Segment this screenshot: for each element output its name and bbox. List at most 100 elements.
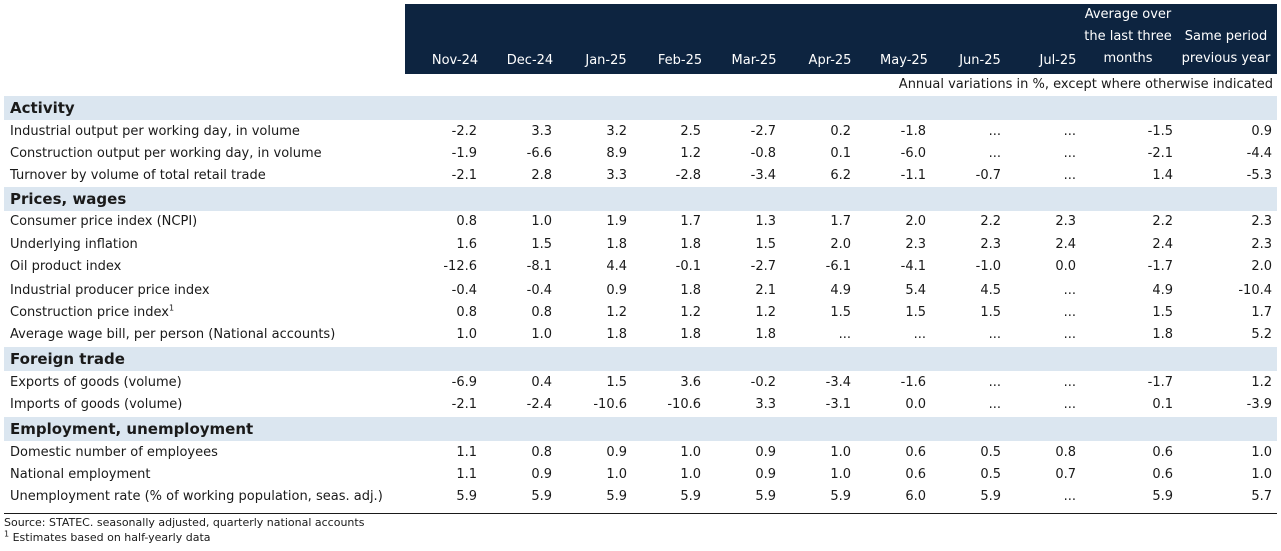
- table-cell: 1.5: [830, 305, 851, 320]
- table-cell: 2.3: [905, 237, 926, 252]
- table-cell: 1.1: [456, 467, 477, 482]
- table-cell: 1.5: [531, 237, 552, 252]
- table-cell: 5.9: [456, 489, 477, 504]
- row-label: Imports of goods (volume): [10, 397, 183, 412]
- table-row: Underlying inflation 1.6 1.5 1.8 1.8 1.5 2.0 2.…: [4, 234, 1277, 256]
- table-cell: 0.6: [905, 467, 926, 482]
- table-cell: -2.1: [451, 168, 477, 183]
- table-cell: -6.6: [526, 146, 552, 161]
- table-cell: 6.0: [905, 489, 926, 504]
- table-cell: 1.5: [905, 305, 926, 320]
- table-cell: 1.0: [830, 445, 851, 460]
- table-cell: ...: [988, 327, 1001, 342]
- table-cell: 1.1: [456, 445, 477, 460]
- table-cell: 2.2: [980, 214, 1001, 229]
- column-header: Mar-25: [731, 53, 777, 68]
- table-cell: ...: [1063, 397, 1076, 412]
- table-cell: 1.8: [1152, 327, 1173, 342]
- table-cell: 0.9: [606, 445, 627, 460]
- table-cell: ...: [1063, 305, 1076, 320]
- column-header: Apr-25: [808, 53, 852, 68]
- table-cell: -2.4: [526, 397, 552, 412]
- table-cell: 1.7: [680, 214, 701, 229]
- table-cell: 1.2: [680, 305, 701, 320]
- footnote: 1 Estimates based on half-yearly data: [4, 529, 211, 544]
- section-title: Prices, wages: [10, 190, 127, 208]
- table-cell: -1.7: [1147, 259, 1173, 274]
- table-cell: 2.1: [755, 283, 776, 298]
- table-cell: 0.5: [980, 467, 1001, 482]
- table-cell: 0.4: [531, 375, 552, 390]
- table-row: Unemployment rate (% of working populati…: [4, 486, 1277, 508]
- table-row: National employment 1.1 0.9 1.0 1.0 0.9 1.0 0.6…: [4, 464, 1277, 486]
- table-cell: 0.8: [1055, 445, 1076, 460]
- table-row: Consumer price index (NCPI) 0.8 1.0 1.9 1.7 1…: [4, 211, 1277, 233]
- table-cell: 1.9: [606, 214, 627, 229]
- table-cell: 0.9: [755, 445, 776, 460]
- table-cell: 5.9: [606, 489, 627, 504]
- table-cell: -3.4: [750, 168, 776, 183]
- table-cell: 1.0: [456, 327, 477, 342]
- row-label: National employment: [10, 467, 151, 482]
- table-cell: 5.9: [755, 489, 776, 504]
- table-cell: ...: [838, 327, 851, 342]
- table-cell: 1.0: [1251, 445, 1272, 460]
- table-cell: -1.8: [900, 124, 926, 139]
- column-header-same-period: Same period previous year: [1176, 26, 1276, 70]
- section-title: Foreign trade: [10, 350, 125, 368]
- table-cell: -6.1: [825, 259, 851, 274]
- table-cell: -2.7: [750, 259, 776, 274]
- section-title: Employment, unemployment: [10, 420, 254, 438]
- table-cell: ...: [913, 327, 926, 342]
- table-cell: -1.7: [1147, 375, 1173, 390]
- table-cell: 2.2: [1152, 214, 1173, 229]
- table-cell: 1.0: [680, 445, 701, 460]
- footnote-text: Estimates based on half-yearly data: [9, 531, 211, 544]
- table-cell: 1.3: [755, 214, 776, 229]
- table-cell: -10.4: [1238, 283, 1272, 298]
- table-cell: 4.9: [830, 283, 851, 298]
- column-header: Dec-24: [506, 53, 554, 68]
- table-cell: ...: [1063, 489, 1076, 504]
- section-title: Activity: [10, 99, 75, 117]
- table-cell: 0.6: [1152, 467, 1173, 482]
- table-cell: ...: [1063, 146, 1076, 161]
- table-cell: -0.8: [750, 146, 776, 161]
- column-header: Feb-25: [657, 53, 703, 68]
- column-header-line: months: [1103, 51, 1153, 66]
- table-row: Turnover by volume of total retail trade…: [4, 165, 1277, 187]
- table-cell: 1.2: [680, 146, 701, 161]
- table-cell: 1.5: [606, 375, 627, 390]
- table-cell: 5.2: [1251, 327, 1272, 342]
- section-header: Activity: [4, 96, 1277, 120]
- column-header: Jul-25: [1039, 53, 1077, 68]
- table-cell: ...: [988, 397, 1001, 412]
- table-cell: 4.9: [1152, 283, 1173, 298]
- footer-rule: [4, 513, 1277, 514]
- footnote-mark: 1: [4, 529, 10, 539]
- table-cell: 0.6: [905, 445, 926, 460]
- table-cell: ...: [988, 375, 1001, 390]
- column-header-line: the last three: [1084, 29, 1172, 44]
- row-label: Underlying inflation: [10, 237, 138, 252]
- column-header-line: previous year: [1181, 51, 1271, 66]
- table-cell: 4.5: [980, 283, 1001, 298]
- table-cell: 0.9: [531, 467, 552, 482]
- table-cell: 0.9: [1251, 124, 1272, 139]
- table-row: Construction price index1 0.8 0.8 1.2 1.2 1.2…: [4, 302, 1277, 324]
- table-header: [405, 4, 1277, 74]
- table-cell: 0.9: [606, 283, 627, 298]
- table-cell: -1.6: [900, 375, 926, 390]
- table-cell: 0.0: [905, 397, 926, 412]
- row-label: Construction price index1: [10, 303, 175, 320]
- row-label: Turnover by volume of total retail trade: [10, 168, 266, 183]
- row-label: Domestic number of employees: [10, 445, 218, 460]
- column-header-line: Same period: [1184, 29, 1268, 44]
- table-cell: 1.8: [606, 327, 627, 342]
- footnote-ref: 1: [168, 303, 175, 313]
- table-cell: -2.7: [750, 124, 776, 139]
- section-header: Foreign trade: [4, 347, 1277, 371]
- table-cell: 1.0: [606, 467, 627, 482]
- table-cell: -1.0: [975, 259, 1001, 274]
- table-cell: 2.0: [905, 214, 926, 229]
